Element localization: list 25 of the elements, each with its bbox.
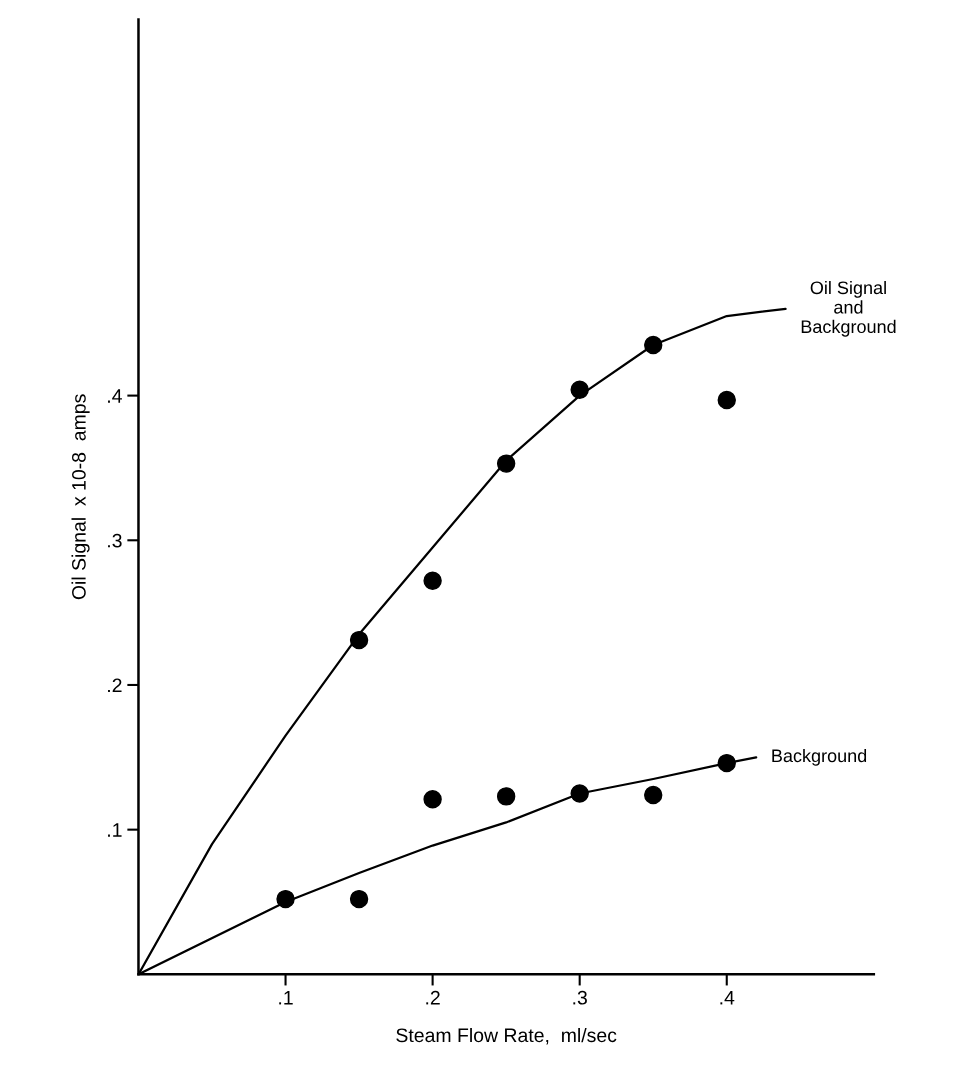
x-tick-label: .3	[573, 990, 587, 1005]
point	[349, 630, 369, 650]
point	[423, 790, 442, 809]
point	[276, 889, 295, 909]
point	[496, 454, 516, 473]
point	[570, 784, 589, 803]
point	[349, 889, 369, 909]
x-tick-label: .1	[279, 991, 293, 1005]
point	[570, 380, 589, 400]
point	[644, 785, 663, 805]
series-label: Oil Signal and Background	[801, 280, 896, 337]
point	[717, 390, 736, 410]
x-tick-label: .4	[720, 991, 735, 1005]
point	[644, 335, 663, 355]
x-axis-title: Steam Flow Rate, ml/sec	[396, 1027, 617, 1045]
point	[717, 753, 736, 773]
y-tick-label: .2	[108, 678, 122, 693]
x-tick-label: .2	[426, 990, 440, 1005]
series-label: Background	[772, 748, 867, 766]
y-tick-label: .1	[108, 823, 122, 837]
point	[496, 787, 516, 806]
point	[423, 571, 442, 590]
y-tick-label: .4	[108, 389, 122, 403]
y-axis-title: Oil Signal x 10-8 amps	[71, 394, 90, 600]
y-tick-label: .3	[108, 533, 122, 548]
